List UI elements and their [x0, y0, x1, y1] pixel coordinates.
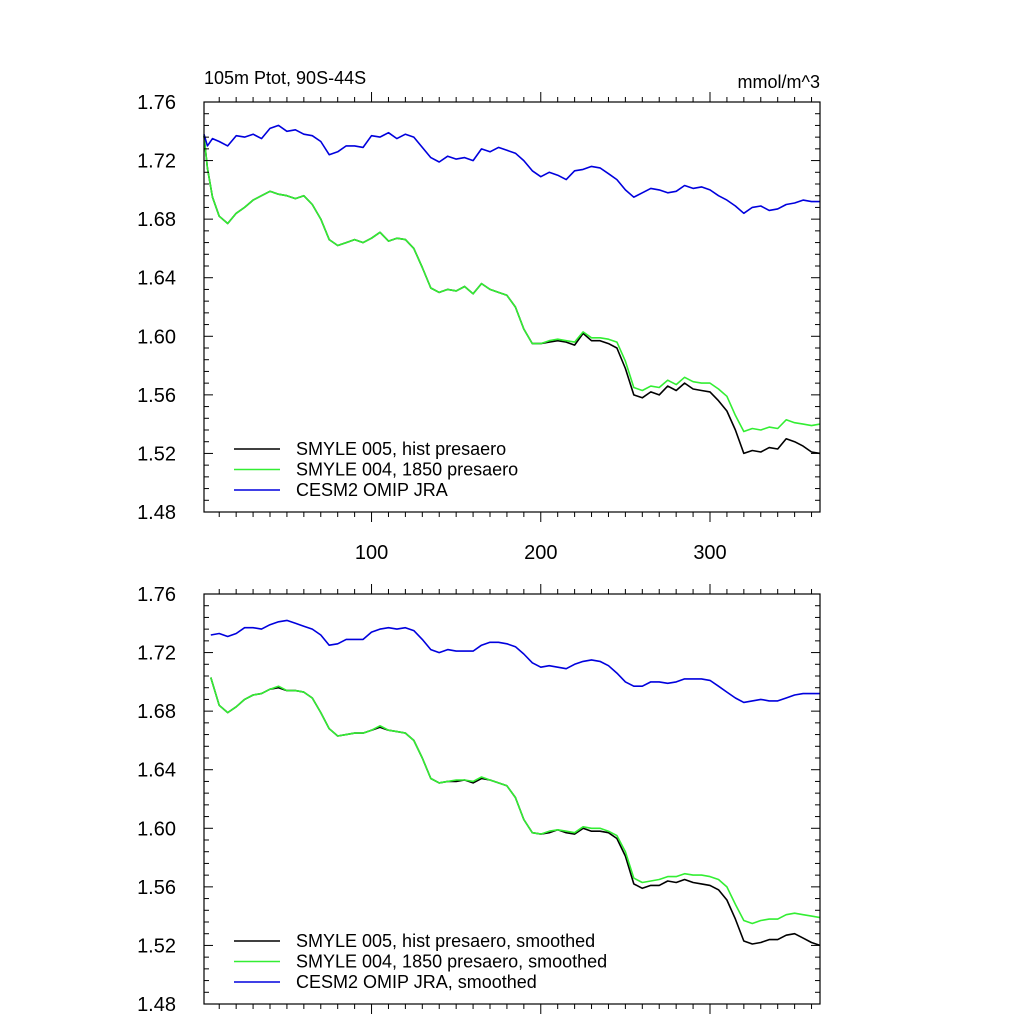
- y-tick-label: 1.68: [137, 209, 176, 231]
- plot-frame: [203, 92, 821, 522]
- series-line-3: [210, 619, 820, 704]
- top-panel: 105m Ptot, 90S-44S mmol/m^3 1.48 1.52 1.…: [137, 68, 821, 564]
- y-tick-label: 1.60: [137, 326, 176, 348]
- legend-item: CESM2 OMIP JRA, smoothed: [234, 972, 537, 992]
- bottom-y-tick-labels: 1.48 1.52 1.56 1.60 1.64 1.68 1.72 1.76: [137, 584, 176, 1016]
- legend-item: SMYLE 005, hist presaero: [234, 439, 506, 459]
- legend-label: SMYLE 004, 1850 presaero, smoothed: [296, 952, 607, 972]
- y-tick-label: 1.76: [137, 584, 176, 606]
- top-y-tick-labels: 1.48 1.52 1.56 1.60 1.64 1.68 1.72 1.76: [137, 92, 176, 524]
- y-tick-label: 1.52: [137, 935, 176, 957]
- x-tick-label: 100: [355, 542, 388, 564]
- legend-label: SMYLE 004, 1850 presaero: [296, 460, 518, 480]
- y-tick-label: 1.48: [137, 502, 176, 524]
- top-panel-title: 105m Ptot, 90S-44S: [204, 68, 366, 88]
- x-tick-label: 300: [693, 542, 726, 564]
- y-tick-label: 1.68: [137, 701, 176, 723]
- series-line-1: [210, 677, 821, 947]
- legend-item: SMYLE 004, 1850 presaero, smoothed: [234, 952, 607, 972]
- bottom-legend: SMYLE 005, hist presaero, smoothed SMYLE…: [234, 931, 607, 992]
- series-line-2: [210, 677, 821, 925]
- legend-item: CESM2 OMIP JRA: [234, 480, 448, 500]
- y-tick-label: 1.64: [137, 760, 176, 782]
- legend-label: CESM2 OMIP JRA, smoothed: [296, 972, 537, 992]
- legend-label: CESM2 OMIP JRA: [296, 480, 448, 500]
- y-tick-label: 1.72: [137, 643, 176, 665]
- y-tick-label: 1.56: [137, 877, 176, 899]
- legend-item: SMYLE 005, hist presaero, smoothed: [234, 931, 595, 951]
- series-line-2: [203, 135, 821, 433]
- y-tick-label: 1.60: [137, 818, 176, 840]
- y-tick-label: 1.72: [137, 151, 176, 173]
- y-tick-label: 1.64: [137, 268, 176, 290]
- legend-label: SMYLE 005, hist presaero: [296, 439, 506, 459]
- legend-label: SMYLE 005, hist presaero, smoothed: [296, 931, 595, 951]
- top-panel-units: mmol/m^3: [738, 72, 820, 92]
- x-tick-label: 200: [524, 542, 557, 564]
- legend-item: SMYLE 004, 1850 presaero: [234, 460, 518, 480]
- plot-border: [203, 101, 821, 513]
- plot-frame: [203, 584, 821, 1014]
- y-tick-label: 1.76: [137, 92, 176, 114]
- plot-border: [203, 593, 821, 1005]
- y-tick-label: 1.48: [137, 994, 176, 1016]
- y-tick-label: 1.52: [137, 443, 176, 465]
- series-line-3: [203, 124, 820, 215]
- bottom-panel: 1.48 1.52 1.56 1.60 1.64 1.68 1.72 1.76 …: [137, 584, 821, 1016]
- y-tick-label: 1.56: [137, 385, 176, 407]
- series-line-1: [203, 135, 821, 455]
- top-x-tick-labels: 100 200 300: [355, 542, 727, 564]
- top-legend: SMYLE 005, hist presaero SMYLE 004, 1850…: [234, 439, 518, 500]
